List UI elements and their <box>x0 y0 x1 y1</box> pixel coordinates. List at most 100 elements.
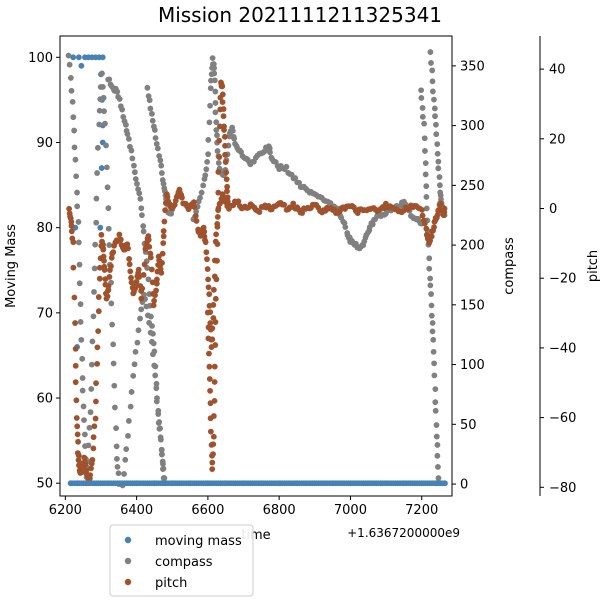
legend-label-compass: compass <box>155 555 213 570</box>
compass-point <box>430 348 437 355</box>
compass-point <box>418 95 425 101</box>
compass-point <box>73 173 80 180</box>
x-offset-label: +1.6367200000e9 <box>347 526 460 540</box>
pitch-point <box>203 249 210 256</box>
compass-point <box>149 117 156 124</box>
pitch-point <box>153 287 159 294</box>
compass-point <box>422 160 429 167</box>
compass-point <box>433 121 439 128</box>
compass-point <box>423 205 430 212</box>
pitch-point <box>75 457 82 463</box>
compass-point <box>432 386 439 392</box>
compass-point <box>206 119 213 126</box>
pitch-point <box>152 292 158 299</box>
compass-point <box>434 442 441 448</box>
pitch-point <box>73 397 80 404</box>
compass-point <box>88 386 95 392</box>
compass-point <box>428 302 435 309</box>
pitch-point <box>206 350 212 357</box>
pitch-point <box>104 293 111 300</box>
compass-point <box>207 85 214 92</box>
pitch-point <box>96 264 103 271</box>
compass-point <box>100 94 107 101</box>
pitch-point <box>160 233 167 240</box>
pitch-point <box>220 106 227 112</box>
compass-point <box>212 88 219 95</box>
compass-point <box>436 174 443 180</box>
compass-point <box>67 75 74 81</box>
pitch-point <box>75 438 81 445</box>
compass-point <box>147 313 154 320</box>
pitch-point <box>210 413 217 419</box>
pitch-point <box>441 205 448 212</box>
compass-point <box>93 219 100 226</box>
pitch-point <box>211 363 218 370</box>
pitch-point <box>108 254 115 261</box>
pitch-point <box>110 249 117 256</box>
compass-point <box>139 212 145 219</box>
pitch-point <box>219 83 226 90</box>
pitch-point <box>101 267 108 273</box>
pitch-point <box>423 225 430 232</box>
compass-point <box>70 114 77 121</box>
pitch-point <box>281 201 288 208</box>
compass-point <box>135 327 142 334</box>
x-tick-label: 6600 <box>191 503 224 518</box>
pitch-point <box>100 253 107 260</box>
legend-frame <box>109 524 254 597</box>
compass-point <box>130 372 137 379</box>
pitch-point <box>133 278 140 285</box>
compass-point <box>89 338 96 345</box>
compass-point <box>204 158 211 165</box>
compass-tick-label: 350 <box>460 59 485 74</box>
pitch-point <box>70 239 77 246</box>
pitch-point <box>209 459 216 466</box>
pitch-point <box>419 206 425 213</box>
compass-point <box>78 336 85 343</box>
pitch-point <box>222 151 228 158</box>
pitch-axis-label: pitch <box>586 250 600 282</box>
compass-point <box>428 312 435 319</box>
moving-mass-axis-label: Moving Mass <box>4 224 19 308</box>
pitch-point <box>224 188 230 195</box>
pitch-axis: −80 −60 −40 −20 0 20 40 <box>539 36 576 496</box>
compass-point <box>153 140 160 147</box>
pitch-point <box>147 254 154 261</box>
compass-point <box>160 475 167 481</box>
compass-point <box>65 52 72 59</box>
compass-point <box>435 158 442 165</box>
compass-point <box>433 422 440 428</box>
compass-point <box>421 120 428 127</box>
pitch-point <box>205 324 212 331</box>
compass-point <box>158 162 165 169</box>
pitch-point <box>68 222 75 229</box>
compass-point <box>436 182 443 189</box>
pitch-point <box>220 113 227 120</box>
compass-point <box>140 228 147 235</box>
compass-point <box>158 451 165 458</box>
pitch-point <box>431 224 437 231</box>
pitch-point <box>256 209 263 216</box>
moving-mass-tick-label: 60 <box>36 392 53 407</box>
pitch-point <box>90 434 97 441</box>
pitch-point <box>94 344 101 351</box>
compass-point <box>96 107 103 114</box>
compass-point <box>202 172 209 179</box>
compass-point <box>137 195 144 202</box>
pitch-point <box>72 345 79 352</box>
compass-point <box>283 163 290 170</box>
compass-point <box>69 98 76 105</box>
compass-point <box>229 127 236 134</box>
compass-point <box>94 144 101 151</box>
pitch-point <box>223 176 230 183</box>
legend-label-moving-mass: moving mass <box>155 534 242 549</box>
pitch-point <box>95 308 102 315</box>
pitch-point <box>68 228 75 235</box>
compass-point <box>131 162 137 169</box>
compass-point <box>101 108 107 115</box>
x-tick-label: 6200 <box>49 503 82 518</box>
pitch-point <box>127 268 134 275</box>
pitch-point <box>210 433 217 440</box>
compass-point <box>267 149 273 156</box>
pitch-point <box>202 239 209 246</box>
